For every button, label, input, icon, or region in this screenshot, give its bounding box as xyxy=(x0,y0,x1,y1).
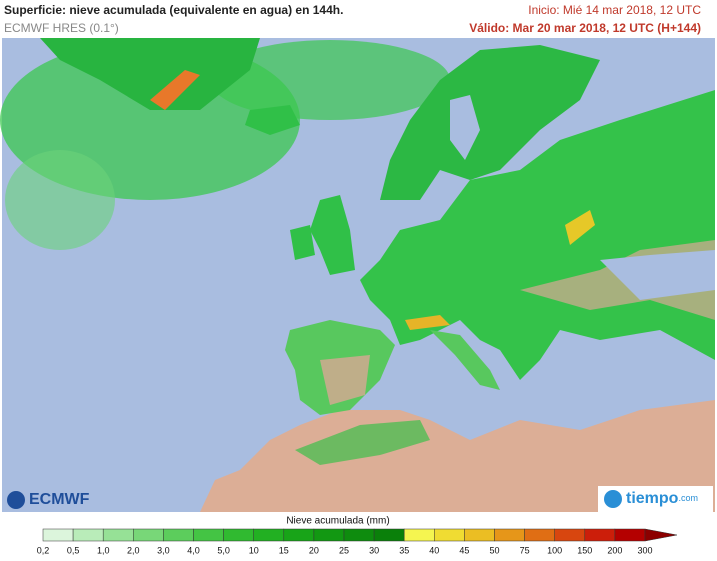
legend-label: 2,0 xyxy=(127,545,140,555)
legend-label: 1,0 xyxy=(97,545,110,555)
land-ireland xyxy=(290,225,315,260)
legend-label: 10 xyxy=(249,545,259,555)
init-time: Inicio: Mié 14 mar 2018, 12 UTC xyxy=(528,3,701,17)
legend-swatch xyxy=(584,528,616,542)
snow-heavy xyxy=(150,70,200,110)
legend-swatch xyxy=(193,528,224,542)
legend-swatch xyxy=(42,528,74,542)
land-britain xyxy=(310,195,355,275)
legend-label: 25 xyxy=(339,545,349,555)
legend-label: 75 xyxy=(520,545,530,555)
legend-swatch xyxy=(163,528,194,542)
logo-icon xyxy=(7,491,25,509)
legend-label: 0,2 xyxy=(37,545,50,555)
logo-word: tiempo xyxy=(626,490,679,507)
legend-swatch xyxy=(373,528,405,542)
legend-swatch xyxy=(223,528,254,542)
legend-swatch xyxy=(614,528,646,542)
legend-arrow xyxy=(644,528,678,542)
legend-swatch xyxy=(72,528,104,542)
snow-area xyxy=(295,420,430,465)
logo-icon xyxy=(604,490,622,508)
legend-label: 40 xyxy=(429,545,439,555)
legend-label: 0,5 xyxy=(67,545,80,555)
land-scandinavia xyxy=(380,45,600,200)
legend-swatch xyxy=(102,528,134,542)
snow-area xyxy=(5,150,115,250)
logo-right: tiempo.com xyxy=(598,486,713,512)
logo-suffix: .com xyxy=(678,493,698,503)
legend-label: 150 xyxy=(577,545,592,555)
legend-swatch xyxy=(343,528,375,542)
legend-swatch xyxy=(283,528,315,542)
legend-label: 100 xyxy=(547,545,562,555)
legend-swatch xyxy=(403,528,435,542)
map xyxy=(0,38,715,512)
legend-title: Nieve acumulada (mm) xyxy=(286,516,389,527)
land-africa xyxy=(200,400,715,512)
legend-swatch xyxy=(524,528,555,542)
snow-heavy xyxy=(565,210,595,245)
snow-heavy xyxy=(405,315,450,330)
legend-label: 20 xyxy=(309,545,319,555)
legend-label: 50 xyxy=(489,545,499,555)
land-greenland xyxy=(40,38,260,110)
logo-text: tiempo.com xyxy=(626,490,698,507)
legend-label: 4,0 xyxy=(187,545,200,555)
legend-label: 3,0 xyxy=(157,545,170,555)
legend-label: 5,0 xyxy=(217,545,230,555)
legend: 0,2 0,5 1,0 2,0 3,0 4,0 5,0 10 15 20 25 30 35 40 45 50 7… xyxy=(37,528,678,555)
legend-label: 45 xyxy=(459,545,469,555)
legend-swatch xyxy=(554,528,586,542)
legend-swatch xyxy=(313,528,345,542)
legend-swatch xyxy=(494,528,525,542)
legend-label: 35 xyxy=(399,545,409,555)
legend-swatch xyxy=(464,528,495,542)
valid-time: Válido: Mar 20 mar 2018, 12 UTC (H+144) xyxy=(469,21,701,35)
land-europe xyxy=(360,90,715,380)
baltic xyxy=(450,95,480,160)
legend-label: 200 xyxy=(607,545,622,555)
black-sea xyxy=(600,250,715,300)
title: Superficie: nieve acumulada (equivalente… xyxy=(4,3,343,17)
logo-left: ECMWF xyxy=(7,491,90,509)
snow-area xyxy=(210,40,450,120)
land-bare xyxy=(320,355,370,405)
logo-text: ECMWF xyxy=(29,491,90,508)
legend-label: 30 xyxy=(369,545,379,555)
legend-label: 300 xyxy=(637,545,652,555)
legend-swatch xyxy=(434,528,465,542)
legend-label: 15 xyxy=(279,545,289,555)
model: ECMWF HRES (0.1°) xyxy=(4,21,119,35)
land-iceland xyxy=(245,105,300,135)
legend-swatch xyxy=(253,528,285,542)
land-italy xyxy=(430,330,500,390)
legend-swatch xyxy=(133,528,164,542)
